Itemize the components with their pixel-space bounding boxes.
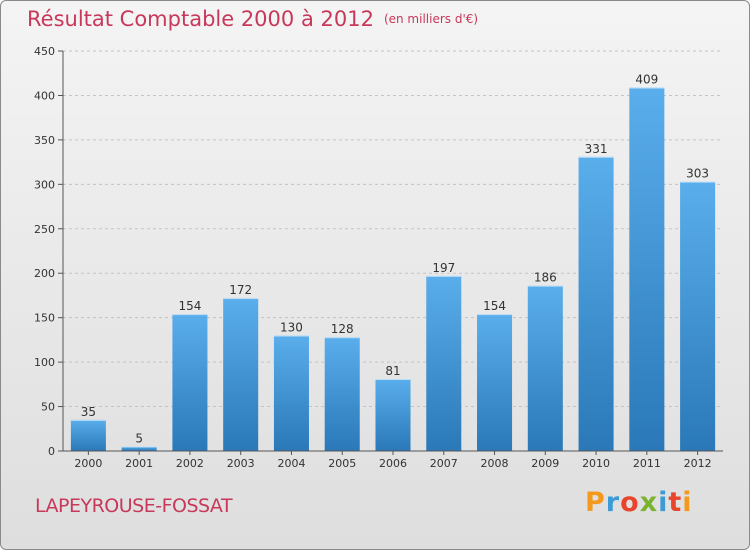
commune-name: LAPEYROUSE-FOSSAT <box>35 495 233 517</box>
x-tick-label: 2001 <box>125 457 153 470</box>
bar <box>273 335 309 451</box>
chart-unit: (en milliers d'€) <box>383 12 479 26</box>
bar-value-label: 128 <box>331 322 354 336</box>
bar <box>629 87 665 451</box>
bar-value-label: 5 <box>135 432 143 446</box>
y-tick-label: 450 <box>34 45 55 58</box>
bar-value-label: 331 <box>585 142 608 156</box>
bar <box>375 379 411 451</box>
bar-value-label: 154 <box>178 299 201 313</box>
chart-title: Résultat Comptable 2000 à 2012 <box>27 7 374 31</box>
bar <box>477 314 513 451</box>
y-tick-label: 100 <box>34 356 55 369</box>
bar <box>527 285 563 451</box>
x-tick-label: 2002 <box>176 457 204 470</box>
x-tick-label: 2011 <box>633 457 661 470</box>
x-tick-label: 2005 <box>328 457 356 470</box>
y-tick-label: 300 <box>34 178 55 191</box>
y-tick-label: 0 <box>48 445 55 458</box>
y-tick-label: 350 <box>34 134 55 147</box>
logo-letter: r <box>605 487 621 518</box>
x-tick-label: 2004 <box>277 457 305 470</box>
bar <box>172 314 208 451</box>
logo-letter: i <box>658 487 669 518</box>
bar <box>324 337 360 451</box>
x-tick-label: 2012 <box>684 457 712 470</box>
bar-value-label: 172 <box>229 283 252 297</box>
logo-letter: o <box>620 487 640 518</box>
x-tick-label: 2008 <box>481 457 509 470</box>
x-tick-label: 2003 <box>227 457 255 470</box>
y-tick-label: 200 <box>34 267 55 280</box>
logo-letter: x <box>639 487 659 518</box>
x-tick-label: 2006 <box>379 457 407 470</box>
x-tick-label: 2010 <box>582 457 610 470</box>
proxiti-logo: Proxiti <box>585 487 693 518</box>
x-tick-label: 2009 <box>531 457 559 470</box>
logo-letter: P <box>585 487 606 518</box>
chart-title-block: Résultat Comptable 2000 à 2012 (en millie… <box>27 7 478 31</box>
logo-letter: i <box>682 487 693 518</box>
x-tick-label: 2000 <box>74 457 102 470</box>
bar-value-label: 81 <box>385 364 400 378</box>
y-tick-label: 400 <box>34 89 55 102</box>
bar-value-label: 35 <box>81 405 96 419</box>
bar-value-label: 409 <box>635 72 658 86</box>
bar <box>578 156 614 451</box>
bar-value-label: 130 <box>280 320 303 334</box>
y-tick-label: 50 <box>41 401 55 414</box>
bar-value-label: 186 <box>534 271 557 285</box>
bar-value-label: 303 <box>686 167 709 181</box>
bar <box>426 275 462 451</box>
bar-value-label: 197 <box>432 261 455 275</box>
logo-letter: t <box>668 487 683 518</box>
bar <box>223 298 259 451</box>
bar-value-label: 154 <box>483 299 506 313</box>
bar <box>121 446 157 451</box>
y-tick-label: 250 <box>34 223 55 236</box>
bar <box>680 181 716 451</box>
y-tick-label: 150 <box>34 312 55 325</box>
bar <box>70 419 106 451</box>
x-tick-label: 2007 <box>430 457 458 470</box>
